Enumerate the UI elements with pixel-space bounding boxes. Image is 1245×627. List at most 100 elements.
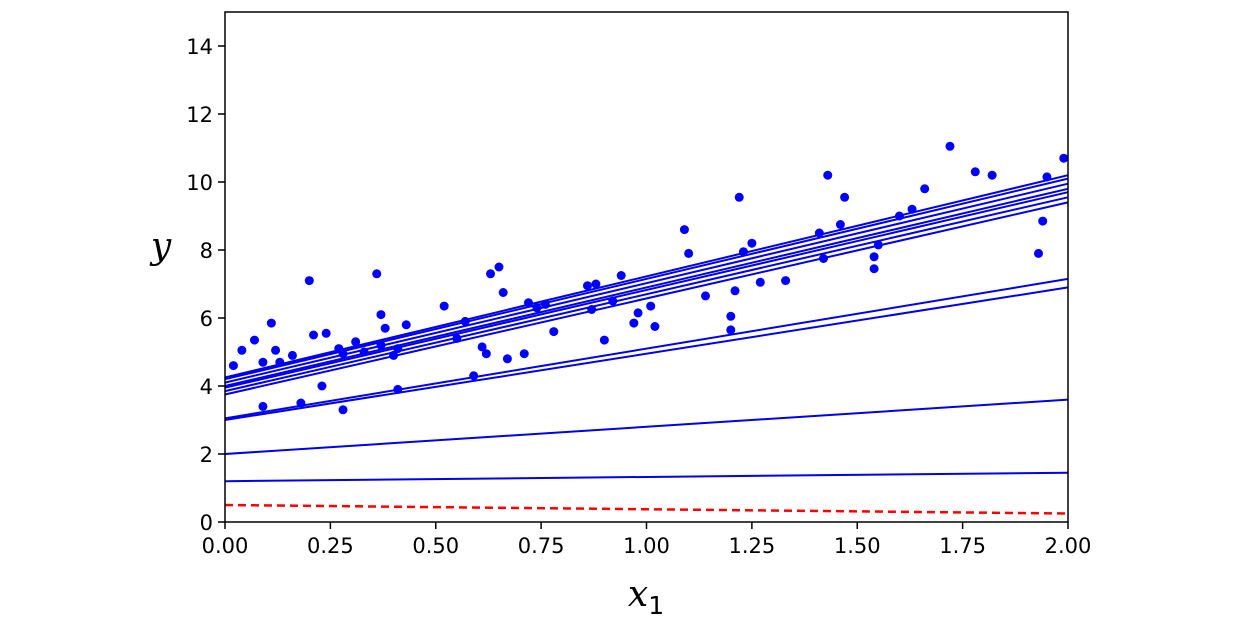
data-point	[338, 349, 348, 359]
data-point	[755, 277, 765, 287]
data-point	[608, 296, 618, 306]
x-tick-label: 1.50	[834, 534, 881, 558]
data-point	[840, 192, 850, 202]
data-point	[629, 318, 639, 328]
data-point	[835, 220, 845, 229]
data-point	[945, 141, 955, 151]
data-point	[439, 301, 449, 311]
data-point	[317, 381, 327, 391]
data-point	[1042, 172, 1052, 182]
data-point	[338, 405, 348, 415]
y-tick-label: 0	[200, 511, 213, 535]
data-point	[1038, 216, 1048, 226]
data-point	[907, 204, 917, 214]
data-point	[309, 330, 319, 340]
data-point	[380, 323, 390, 333]
data-point	[486, 269, 496, 279]
data-point	[633, 308, 643, 318]
data-point	[237, 345, 247, 355]
data-point	[873, 240, 883, 250]
series-line-7	[224, 196, 1069, 393]
y-tick-label: 12	[186, 103, 213, 127]
data-point	[523, 298, 533, 308]
data-point	[271, 345, 281, 355]
data-point	[869, 252, 879, 262]
y-axis-label: y	[149, 226, 172, 267]
data-point	[920, 184, 930, 194]
series-line-1	[224, 503, 1069, 515]
data-point	[684, 248, 694, 258]
y-tick-label: 8	[200, 239, 213, 263]
data-point	[532, 303, 542, 313]
data-point	[987, 170, 997, 180]
series-line-12	[224, 174, 1069, 379]
data-point	[599, 335, 609, 345]
data-point	[747, 238, 757, 248]
data-point	[591, 279, 601, 289]
data-point	[869, 264, 879, 274]
data-point	[726, 311, 736, 321]
series-line-2	[224, 471, 1069, 483]
data-point	[266, 318, 276, 328]
data-point	[389, 350, 399, 360]
data-point	[351, 337, 361, 347]
series-line-6	[224, 201, 1069, 396]
x-tick-label: 0.75	[518, 534, 565, 558]
data-point	[582, 281, 592, 291]
x-tick-label: 0.00	[202, 534, 249, 558]
y-tick-label: 4	[200, 375, 213, 399]
data-point	[321, 328, 331, 338]
x-tick-label: 0.50	[412, 534, 459, 558]
data-point	[498, 288, 508, 297]
data-point	[650, 322, 660, 331]
data-point	[814, 228, 824, 238]
data-point	[401, 320, 411, 330]
data-point	[726, 325, 736, 335]
data-point	[494, 262, 504, 272]
data-point	[304, 276, 314, 286]
series-line-11	[224, 177, 1069, 381]
data-point	[970, 167, 980, 177]
series-line-8	[224, 191, 1069, 389]
data-point	[819, 254, 829, 263]
data-point	[258, 357, 268, 367]
data-point	[587, 305, 597, 314]
data-point	[502, 354, 512, 364]
y-tick-label: 10	[186, 171, 213, 195]
data-point	[250, 335, 260, 345]
data-point	[228, 361, 238, 371]
data-point	[519, 349, 529, 359]
ticks: 0.00 0.25 0.50 0.75 1.00 1.25 1.50 1.75 2.00 0 2 4 6…	[186, 35, 1091, 558]
data-point	[734, 192, 744, 202]
data-point	[393, 384, 403, 394]
data-point	[540, 299, 550, 309]
data-point	[376, 310, 386, 320]
data-point	[275, 357, 285, 367]
data-point	[646, 301, 656, 311]
data-point	[372, 269, 382, 279]
data-point	[359, 347, 369, 357]
data-point	[1059, 153, 1069, 163]
y-tick-label: 2	[200, 443, 213, 467]
data-point	[296, 398, 306, 408]
data-point	[287, 350, 297, 360]
data-point	[469, 371, 479, 381]
data-point	[781, 276, 791, 286]
x-tick-label: 0.25	[307, 534, 354, 558]
x-tick-label: 1.25	[728, 534, 775, 558]
data-point	[616, 271, 626, 280]
y-tick-label: 6	[200, 307, 213, 331]
series-line-5	[224, 277, 1069, 420]
x-tick-label: 1.75	[939, 534, 986, 558]
series-line-3	[224, 398, 1069, 455]
data-point	[701, 291, 711, 301]
x-axis-label: x1	[628, 574, 664, 620]
data-point	[258, 401, 268, 411]
data-point	[730, 286, 740, 296]
data-point	[393, 344, 403, 354]
data-point	[477, 342, 487, 352]
x-axis-label-subscript: 1	[648, 591, 664, 620]
series-line-4	[224, 286, 1069, 421]
data-point	[549, 327, 559, 337]
